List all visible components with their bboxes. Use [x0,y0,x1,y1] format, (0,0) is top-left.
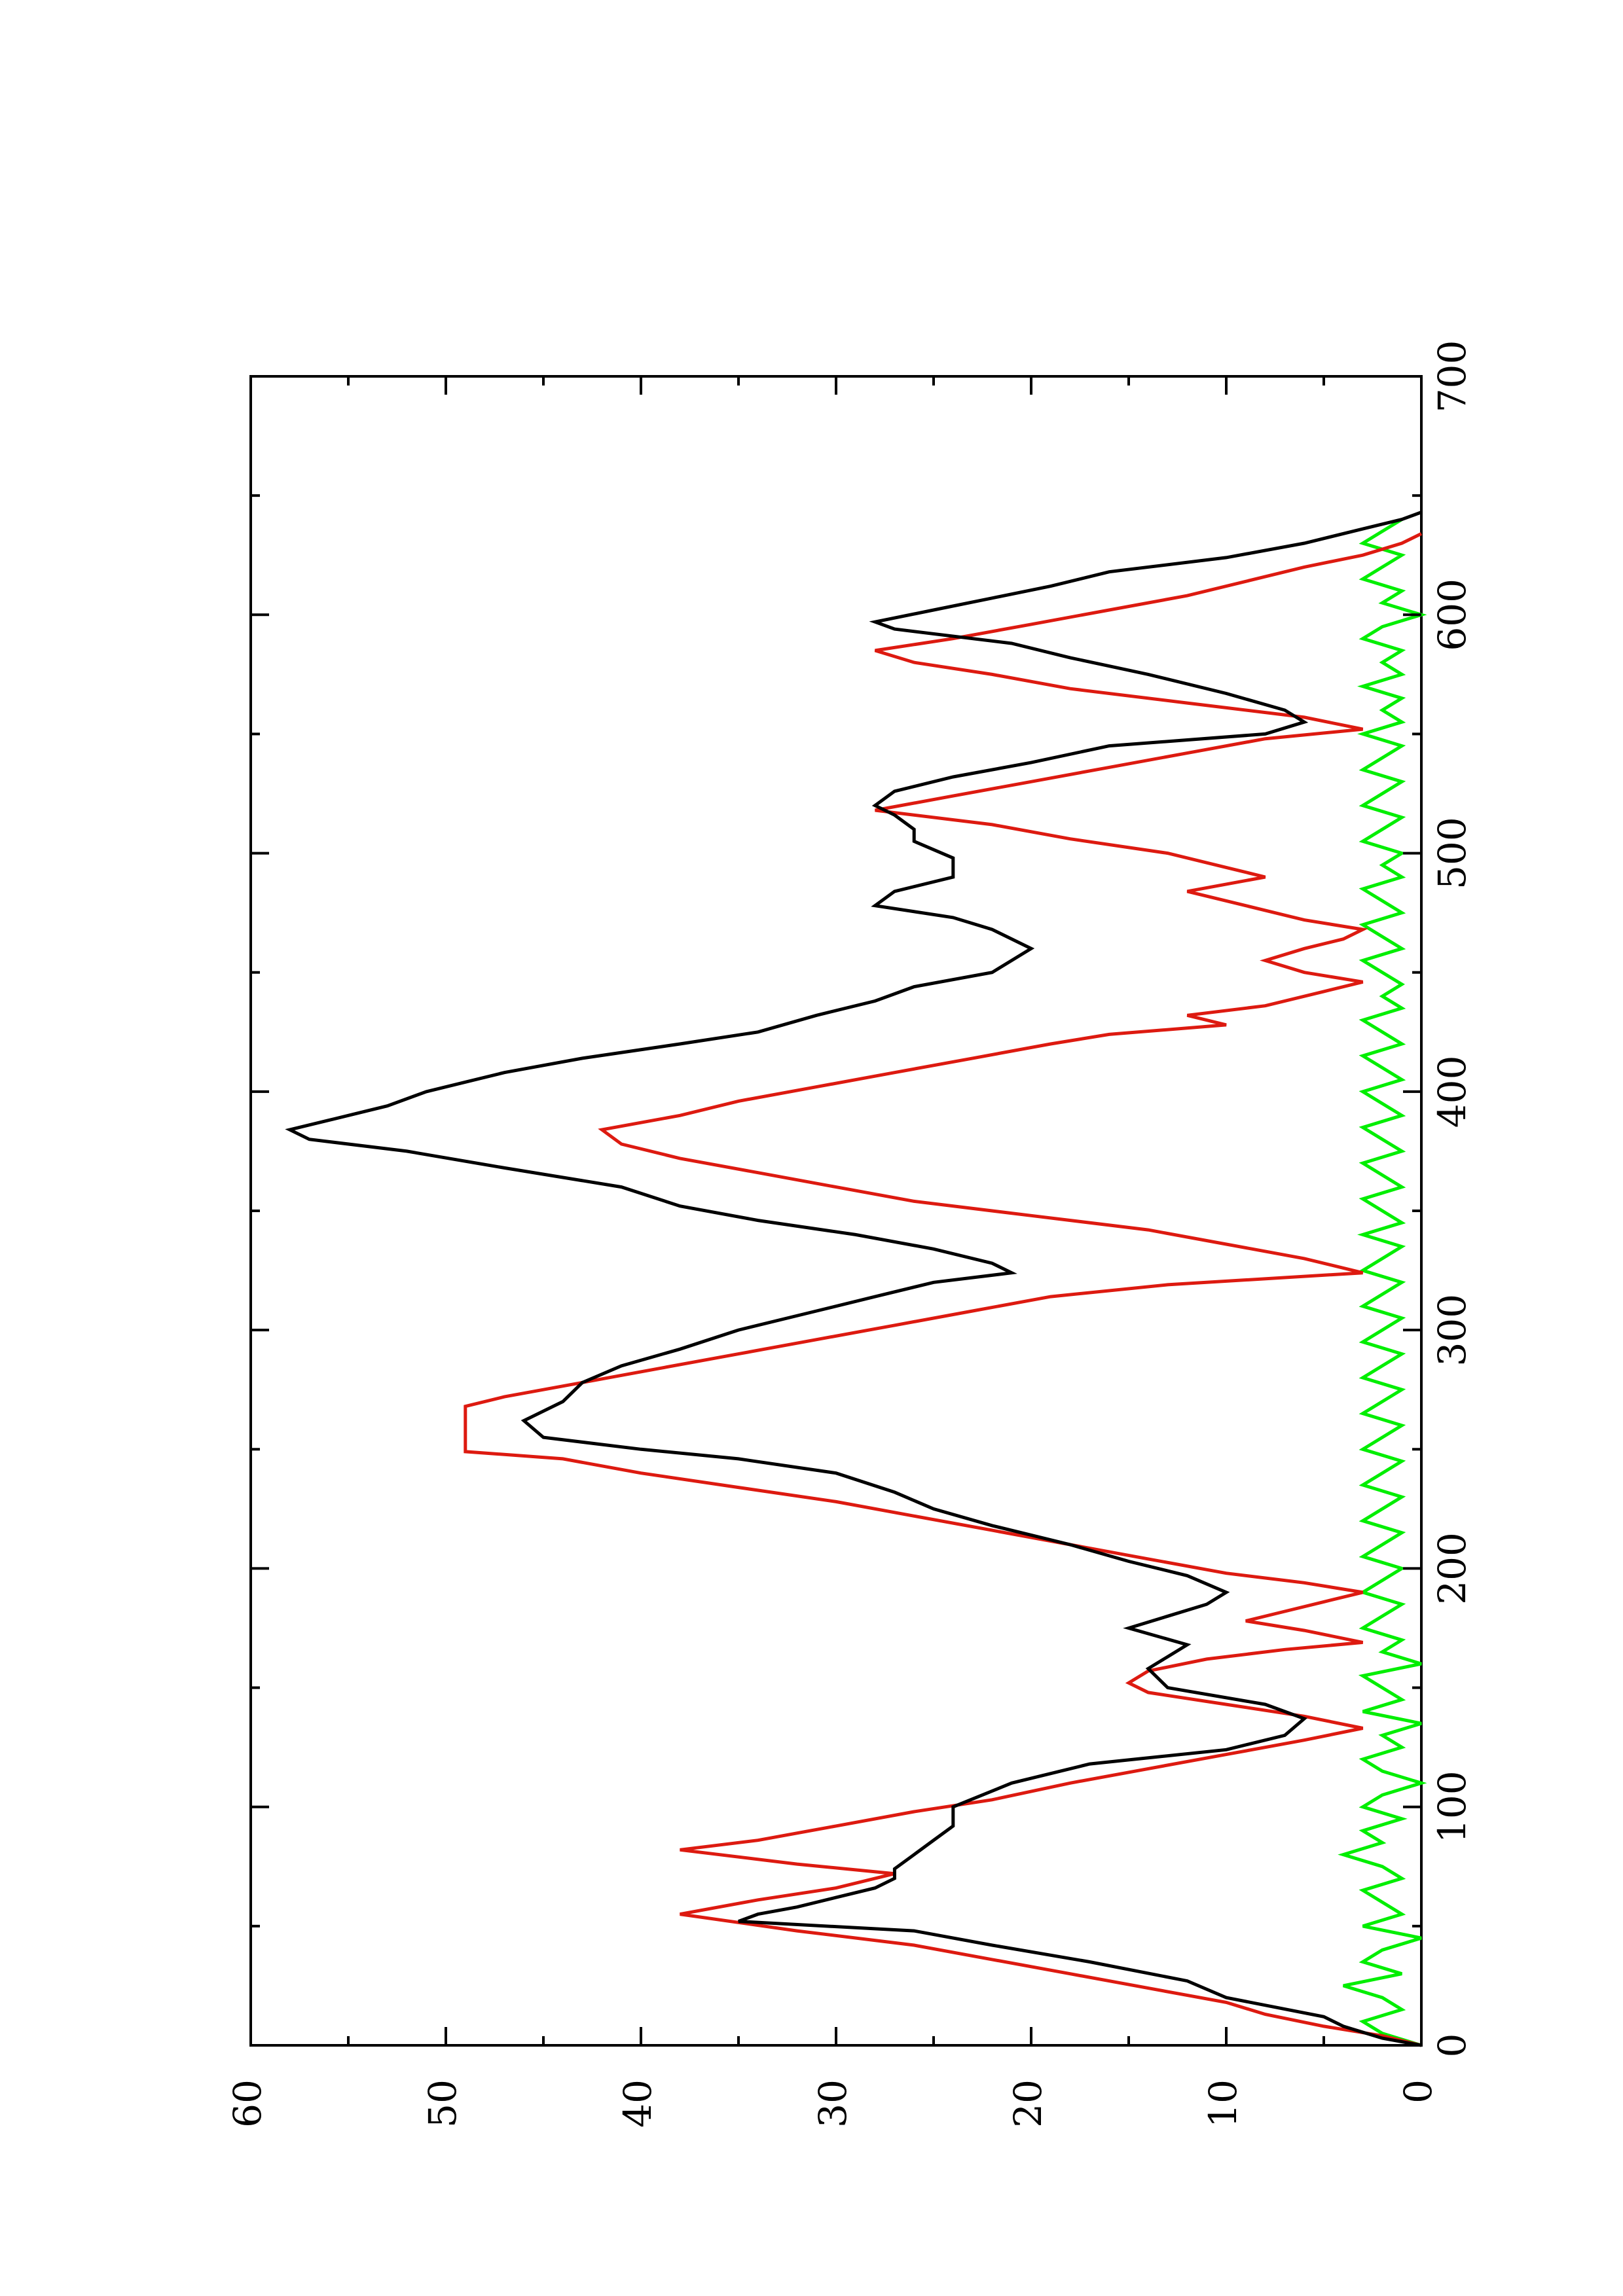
series-layer [285,511,1427,2047]
x-tick-label: 0 [1430,2034,1474,2058]
y-tick-label: 0 [1396,2079,1440,2104]
plot-area [249,375,1423,2047]
series-line-3 [1338,518,1427,2047]
plot-frame [249,375,1423,2047]
y-tick-label: 30 [811,2079,855,2128]
y-tick-label: 60 [225,2079,270,2128]
y-tick-label: 50 [420,2079,465,2128]
x-tick-label: 500 [1430,817,1474,889]
x-tick-label: 100 [1430,1770,1474,1843]
x-tick-label: 400 [1430,1055,1474,1128]
x-tick-label: 300 [1430,1294,1474,1367]
y-tick-label: 20 [1006,2079,1050,2128]
x-tick-label: 200 [1430,1532,1474,1605]
ticks-layer [249,375,1423,2047]
tick-labels: 0 100 200 300 400 500 600 700 0 10 20 30 40 50 60 [225,340,1474,2128]
y-tick-label: 10 [1201,2079,1245,2128]
y-tick-label: 40 [615,2079,660,2128]
x-tick-label: 700 [1430,340,1474,413]
series-line-1 [285,511,1422,2047]
series-line-2 [464,532,1423,2047]
x-tick-label: 600 [1430,579,1474,651]
